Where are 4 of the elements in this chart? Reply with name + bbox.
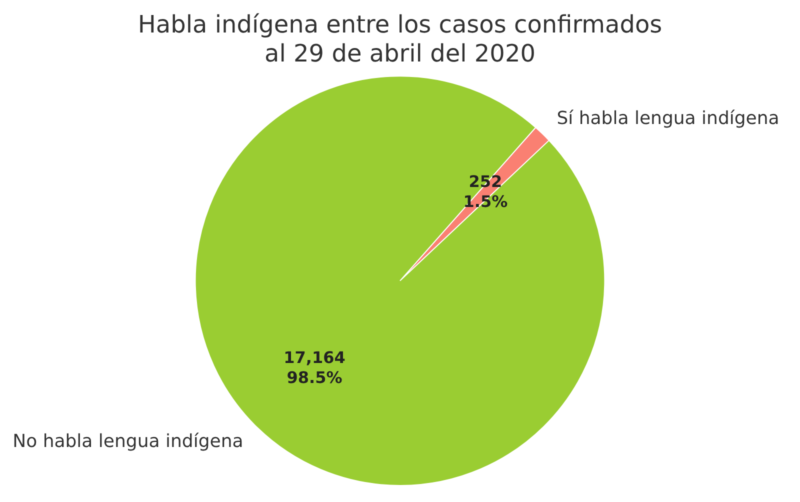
chart-title: Habla indígena entre los casos confirmados al 29 de abril del 2020 (138, 10, 662, 68)
slice-label: No habla lengua indígena (12, 431, 244, 452)
data-label: 17,164 98.5% (284, 348, 346, 388)
slice-label: Sí habla lengua indígena (556, 108, 780, 129)
